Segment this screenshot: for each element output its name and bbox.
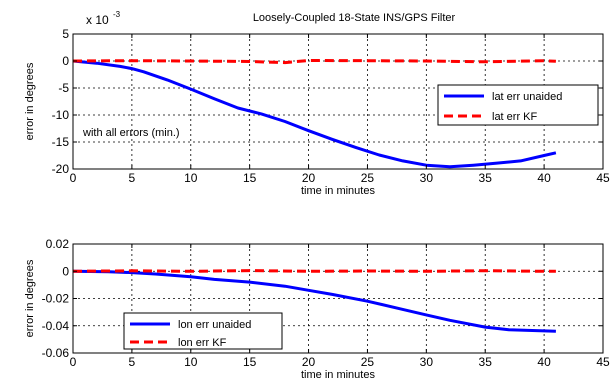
chart1-x-tick-label: 30 — [420, 171, 434, 185]
chart2-y-tick-label: -0.02 — [42, 292, 70, 306]
chart1-x-tick-label: 15 — [243, 171, 257, 185]
chart1-x-tick-label: 0 — [70, 171, 77, 185]
chart2-legend-label-2: lon err KF — [178, 337, 227, 349]
chart2-y-tick-label: -0.06 — [42, 346, 70, 360]
chart2-x-tick-label: 15 — [243, 355, 257, 369]
chart2-x-tick-label: 20 — [302, 355, 316, 369]
chart1-y-tick-label: 0 — [62, 54, 69, 68]
chart1-annotation: with all errors (min.) — [82, 127, 180, 139]
chart2-x-tick-label: 5 — [129, 355, 136, 369]
chart2-x-tick-label: 45 — [596, 355, 610, 369]
chart1-y-tick-label: 5 — [62, 27, 69, 41]
chart2-x-tick-label: 10 — [184, 355, 198, 369]
chart2-y-tick-label: -0.04 — [42, 319, 70, 333]
chart1-legend-label-1: lat err unaided — [492, 91, 562, 103]
chart1-y-axis-label: error in degrees — [24, 62, 36, 140]
chart2-y-axis-label: error in degrees — [24, 259, 36, 337]
chart2-x-axis-label: time in minutes — [301, 369, 375, 381]
chart1-y-tick-label: -20 — [52, 162, 70, 176]
chart1-y-tick-label: -5 — [58, 81, 69, 95]
chart1-y-tick-label: -10 — [52, 108, 70, 122]
chart1-title: Loosely-Coupled 18-State INS/GPS Filter — [253, 12, 456, 24]
chart2-y-tick-label: 0.02 — [46, 237, 70, 251]
chart1-y-tick-label: -15 — [52, 135, 70, 149]
chart1-scale-label: x 10 — [86, 13, 109, 27]
chart2-x-tick-label: 0 — [70, 355, 77, 369]
chart2-y-tick-label: 0 — [62, 264, 69, 278]
chart1-x-tick-label: 10 — [184, 171, 198, 185]
chart1-scale-exponent: -3 — [113, 10, 121, 19]
chart2-series-1-line — [72, 269, 556, 333]
chart2-series-2-line — [72, 269, 556, 273]
chart1-x-tick-label: 25 — [361, 171, 375, 185]
chart1-x-axis-label: time in minutes — [301, 185, 375, 197]
chart1-x-tick-label: 5 — [129, 171, 136, 185]
chart2-x-tick-label: 30 — [420, 355, 434, 369]
chart1-series-1-line — [72, 59, 557, 169]
chart1-legend-box — [437, 84, 599, 126]
chart1-legend-label-2: lat err KF — [492, 111, 538, 123]
chart2-x-tick-label: 25 — [361, 355, 375, 369]
chart1-axes-frame — [72, 33, 604, 170]
chart2-x-tick-label: 35 — [479, 355, 493, 369]
chart1-x-tick-label: 35 — [479, 171, 493, 185]
chart2-x-tick-label: 40 — [537, 355, 551, 369]
chart2-legend-label-1: lon err unaided — [178, 319, 251, 331]
chart1-x-tick-label: 20 — [302, 171, 316, 185]
chart1-x-tick-label: 45 — [596, 171, 610, 185]
chart1-x-tick-label: 40 — [537, 171, 551, 185]
chart1-series-2-line — [72, 59, 556, 65]
